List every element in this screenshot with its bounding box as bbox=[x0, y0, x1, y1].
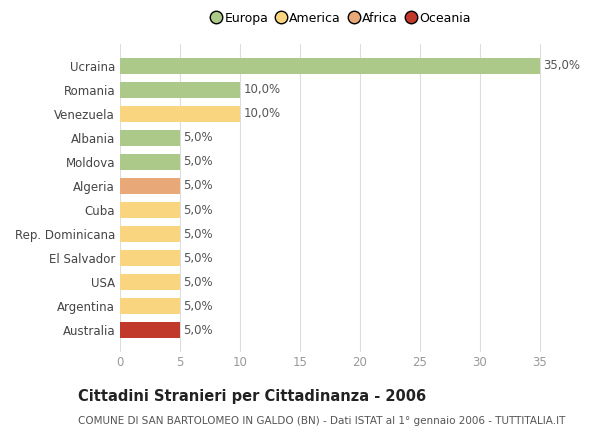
Text: 10,0%: 10,0% bbox=[244, 83, 281, 96]
Text: 5,0%: 5,0% bbox=[184, 180, 213, 192]
Bar bbox=[120, 274, 180, 290]
Bar bbox=[120, 106, 240, 122]
Bar bbox=[120, 226, 180, 242]
Text: Cittadini Stranieri per Cittadinanza - 2006: Cittadini Stranieri per Cittadinanza - 2… bbox=[78, 389, 426, 404]
Bar bbox=[120, 298, 180, 314]
Text: 5,0%: 5,0% bbox=[184, 324, 213, 337]
Text: 5,0%: 5,0% bbox=[184, 275, 213, 289]
Text: COMUNE DI SAN BARTOLOMEO IN GALDO (BN) - Dati ISTAT al 1° gennaio 2006 - TUTTITA: COMUNE DI SAN BARTOLOMEO IN GALDO (BN) -… bbox=[78, 416, 565, 426]
Text: 5,0%: 5,0% bbox=[184, 132, 213, 144]
Bar bbox=[120, 250, 180, 266]
Text: 5,0%: 5,0% bbox=[184, 300, 213, 313]
Text: 5,0%: 5,0% bbox=[184, 204, 213, 216]
Bar bbox=[120, 154, 180, 170]
Legend: Europa, America, Africa, Oceania: Europa, America, Africa, Oceania bbox=[208, 7, 476, 30]
Bar bbox=[120, 178, 180, 194]
Text: 35,0%: 35,0% bbox=[544, 59, 581, 72]
Text: 5,0%: 5,0% bbox=[184, 252, 213, 264]
Bar bbox=[120, 202, 180, 218]
Text: 5,0%: 5,0% bbox=[184, 227, 213, 241]
Bar bbox=[120, 82, 240, 98]
Bar bbox=[120, 323, 180, 338]
Bar bbox=[120, 130, 180, 146]
Bar bbox=[120, 58, 540, 73]
Text: 10,0%: 10,0% bbox=[244, 107, 281, 121]
Text: 5,0%: 5,0% bbox=[184, 155, 213, 169]
